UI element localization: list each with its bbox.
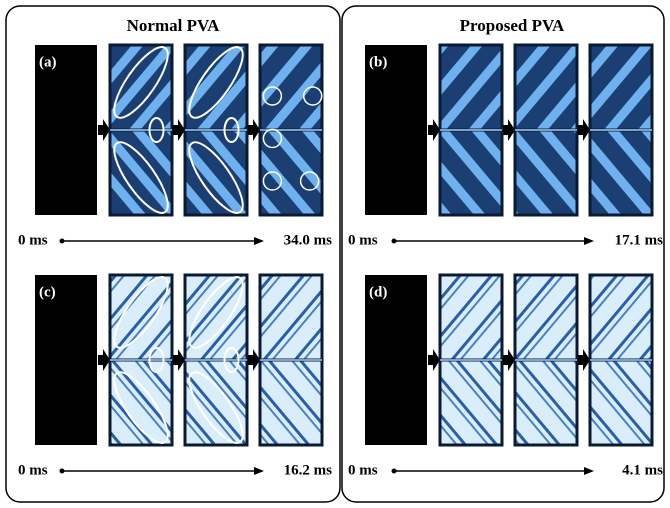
arrow [173,349,185,371]
panel-label: (a) [39,54,57,70]
micrograph [365,275,427,445]
timeline-arrowhead [254,467,264,475]
time-start: 0 ms [348,232,378,248]
micrograph [515,360,577,445]
panel-label: (d) [369,284,387,300]
time-start: 0 ms [348,462,378,478]
figure: Normal PVA (a) 0 ms 34.0 ms (c) 0 ms 16.2 ms Pr… [0,0,670,508]
timeline-arrowhead [584,237,594,245]
arrow [578,349,590,371]
micrograph [440,275,502,360]
time-end: 4.1 ms [622,462,663,478]
micrograph [260,360,322,445]
arrow [98,119,110,141]
micrograph [590,275,652,360]
micrograph [590,45,652,130]
micrograph [515,130,577,215]
time-start: 0 ms [18,232,48,248]
panel-label: (b) [369,54,387,70]
micrograph [35,275,97,445]
time-end: 16.2 ms [284,462,332,478]
arrow [428,349,440,371]
time-start: 0 ms [18,462,48,478]
arrow [578,119,590,141]
arrow [503,349,515,371]
time-end: 17.1 ms [615,232,663,248]
timeline-arrowhead [584,467,594,475]
micrograph [35,45,97,215]
arrow [428,119,440,141]
panel-title: Proposed PVA [460,16,565,35]
arrow [248,349,260,371]
micrograph [440,130,502,215]
micrograph [260,275,322,360]
micrograph [515,45,577,130]
micrograph [440,360,502,445]
timeline-arrowhead [254,237,264,245]
arrow [248,119,260,141]
arrow [173,119,185,141]
micrograph [365,45,427,215]
arrow [503,119,515,141]
micrograph [515,275,577,360]
micrograph [440,45,502,130]
panel-label: (c) [39,284,56,300]
panel-title: Normal PVA [127,16,220,35]
arrow [98,349,110,371]
micrograph [590,360,652,445]
time-end: 34.0 ms [284,232,332,248]
micrograph [590,130,652,215]
